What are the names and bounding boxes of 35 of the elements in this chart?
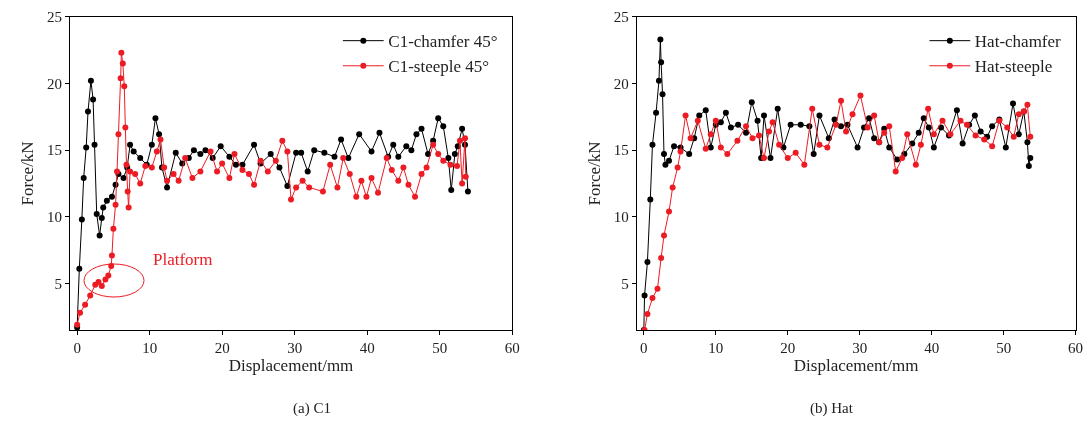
legend-label: Hat-chamfer bbox=[974, 32, 1062, 52]
x-axis-title: Displacement/mm bbox=[228, 356, 354, 376]
y-tick-label: 10 bbox=[46, 209, 62, 226]
y-tick-label: 20 bbox=[613, 75, 629, 92]
y-tick-label: 25 bbox=[46, 9, 62, 26]
text: (b) Hat bbox=[810, 400, 854, 417]
text: (a) C1 bbox=[293, 400, 331, 417]
x-tick-label: 60 bbox=[1068, 340, 1084, 357]
x-tick-label: 30 bbox=[852, 340, 868, 357]
y-axis-title: Force/kN bbox=[18, 141, 38, 206]
x-tick-label: 40 bbox=[924, 340, 940, 357]
x-tick-label: 20 bbox=[214, 340, 230, 357]
annotation: Platform bbox=[153, 250, 213, 269]
y-tick-label: 5 bbox=[621, 275, 629, 292]
y-tick-label: 15 bbox=[613, 142, 629, 159]
x-tick-label: 0 bbox=[73, 340, 81, 357]
legend-label: C1-chamfer 45° bbox=[388, 32, 498, 52]
x-tick-label: 60 bbox=[504, 340, 520, 357]
legend-label: C1-steeple 45° bbox=[388, 57, 490, 77]
legend-label: Hat-steeple bbox=[974, 57, 1053, 77]
x-tick-label: 0 bbox=[640, 340, 648, 357]
y-tick-label: 25 bbox=[613, 9, 629, 26]
y-tick-label: 15 bbox=[46, 142, 62, 159]
y-tick-label: 5 bbox=[54, 275, 62, 292]
y-tick-label: 10 bbox=[613, 209, 629, 226]
x-tick-label: 20 bbox=[780, 340, 796, 357]
y-tick-label: 20 bbox=[46, 75, 62, 92]
x-tick-label: 40 bbox=[359, 340, 375, 357]
y-axis-title: Force/kN bbox=[585, 141, 605, 206]
x-tick-label: 30 bbox=[287, 340, 303, 357]
x-axis-title: Displacement/mm bbox=[793, 356, 919, 376]
x-tick-label: 10 bbox=[142, 340, 158, 357]
x-tick-label: 10 bbox=[708, 340, 724, 357]
x-tick-label: 50 bbox=[996, 340, 1012, 357]
x-tick-label: 50 bbox=[432, 340, 448, 357]
